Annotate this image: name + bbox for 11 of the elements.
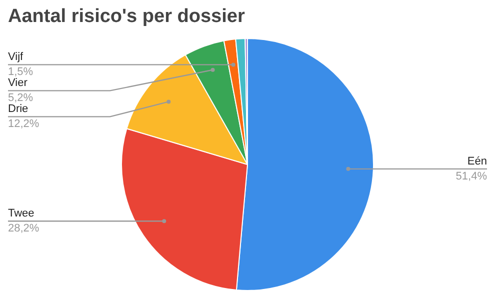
slice-label: Eén	[467, 155, 487, 168]
slice-label: Vijf	[8, 51, 24, 64]
slice-label: Twee	[8, 208, 34, 220]
slice-label: Drie	[8, 103, 28, 116]
data-label: 1,5%	[8, 66, 34, 78]
data-label: 28,2%	[8, 222, 40, 235]
chart-title: Aantal risico's per dossier	[8, 6, 245, 28]
slice-label: Vier	[8, 77, 28, 90]
data-label: 5,2%	[8, 92, 34, 104]
data-label: 51,4%	[456, 170, 488, 182]
data-label: 12,2%	[8, 118, 40, 130]
